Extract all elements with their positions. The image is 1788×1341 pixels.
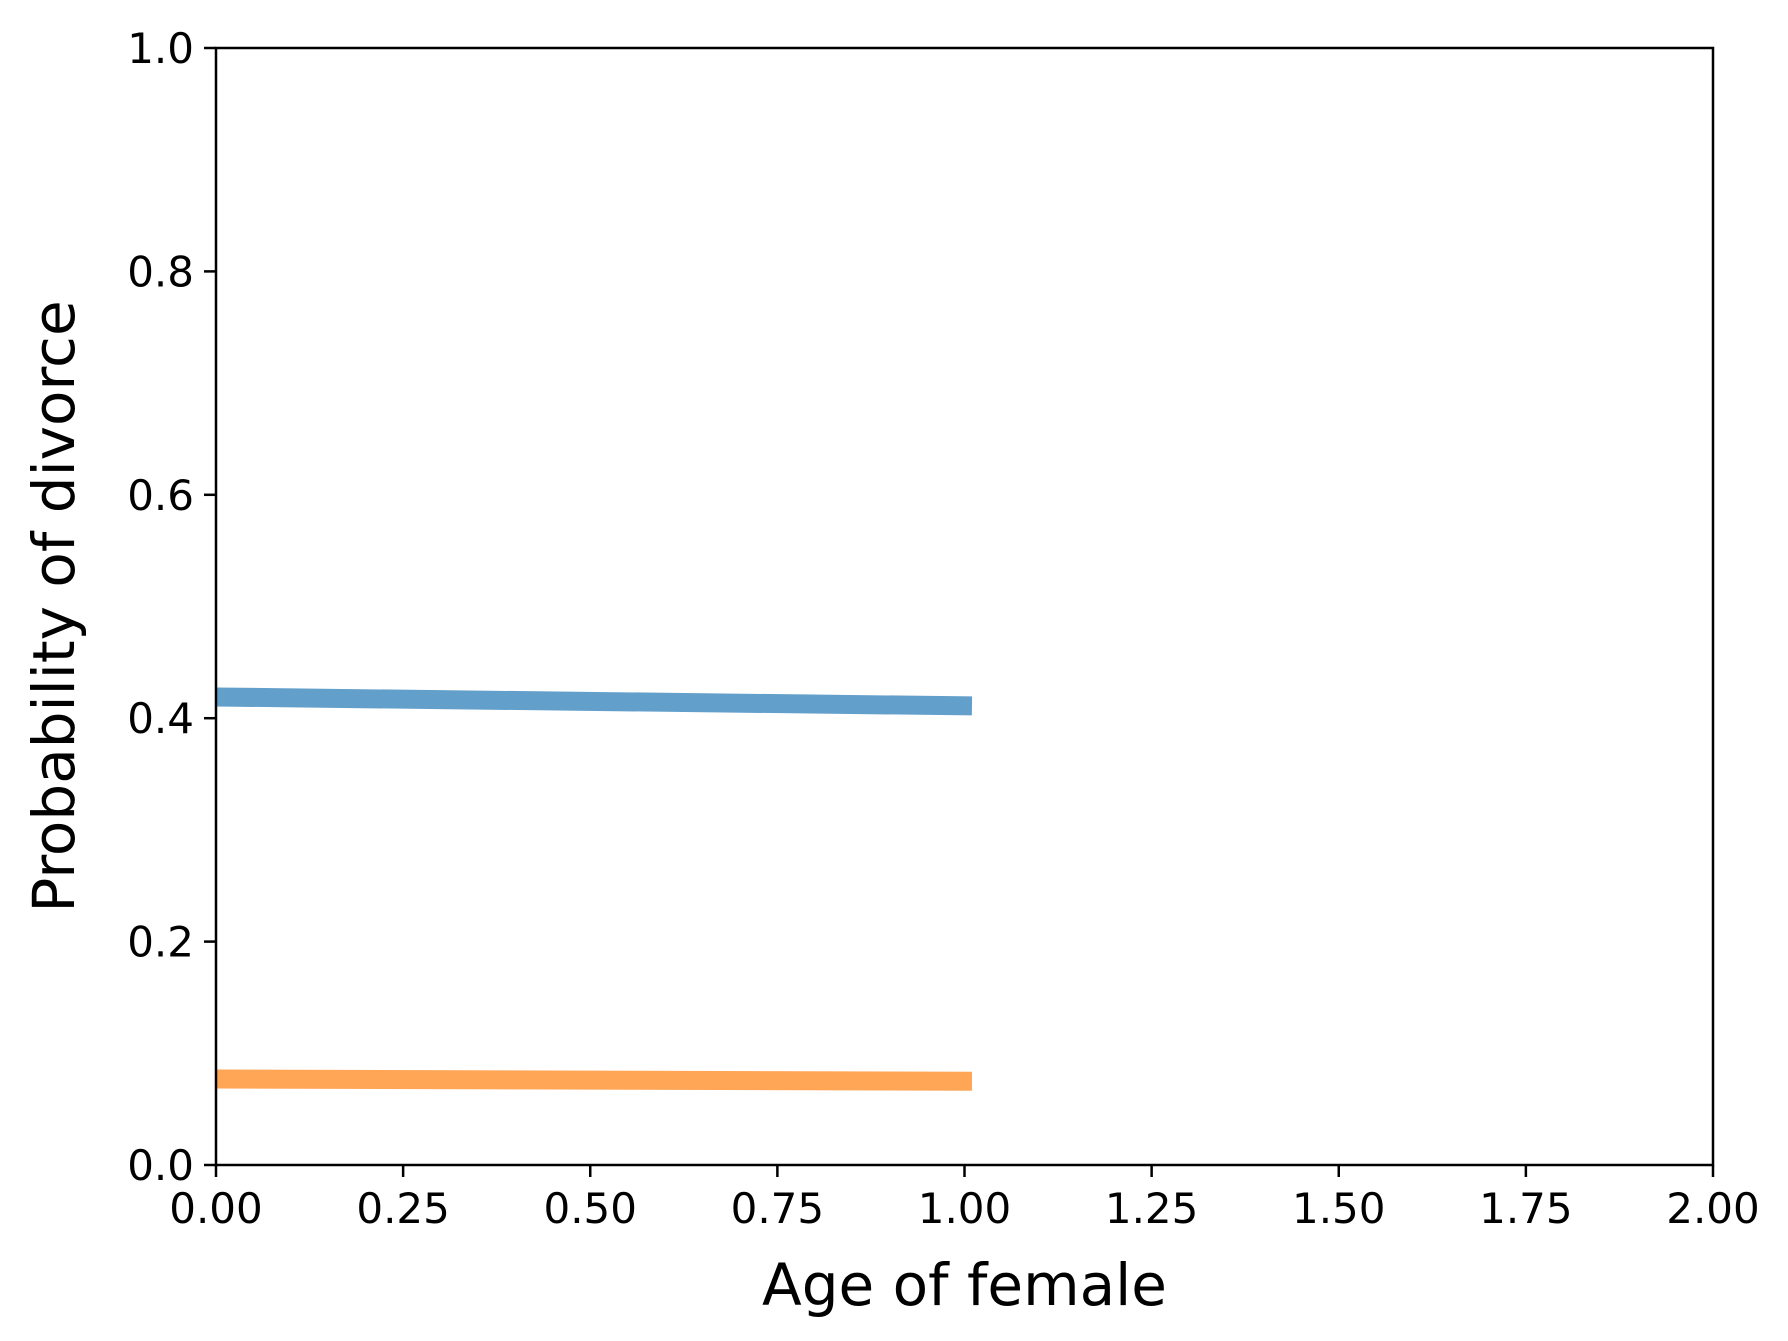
y-tick-label: 0.4 xyxy=(127,694,194,743)
x-tick-label: 1.75 xyxy=(1479,1184,1573,1233)
plot-frame xyxy=(214,46,1715,1167)
x-axis: 0.00 0.25 0.50 0.75 1.00 1.25 1.50 1.75 2.00 xyxy=(169,1165,1760,1233)
y-axis: 0.0 0.2 0.4 0.6 0.8 1.0 xyxy=(127,24,216,1190)
y-tick-label: 0.8 xyxy=(127,247,194,296)
series-line-1 xyxy=(215,687,973,716)
series-layer xyxy=(215,687,973,1091)
x-axis-label: Age of female xyxy=(762,1251,1167,1319)
x-tick-label: 0.00 xyxy=(169,1184,263,1233)
y-axis-label: Probability of divorce xyxy=(20,300,88,912)
series-line-2 xyxy=(215,1069,973,1091)
x-tick-label: 1.00 xyxy=(918,1184,1012,1233)
x-tick-label: 0.75 xyxy=(731,1184,825,1233)
x-tick-label: 1.25 xyxy=(1105,1184,1199,1233)
x-tick-label: 0.50 xyxy=(543,1184,637,1233)
x-tick-label: 2.00 xyxy=(1666,1184,1760,1233)
y-tick-label: 0.6 xyxy=(127,471,194,520)
x-tick-label: 0.25 xyxy=(356,1184,450,1233)
x-tick-label: 1.50 xyxy=(1292,1184,1386,1233)
y-tick-label: 0.0 xyxy=(127,1141,194,1190)
y-tick-label: 1.0 xyxy=(127,24,194,73)
y-tick-label: 0.2 xyxy=(127,918,194,967)
